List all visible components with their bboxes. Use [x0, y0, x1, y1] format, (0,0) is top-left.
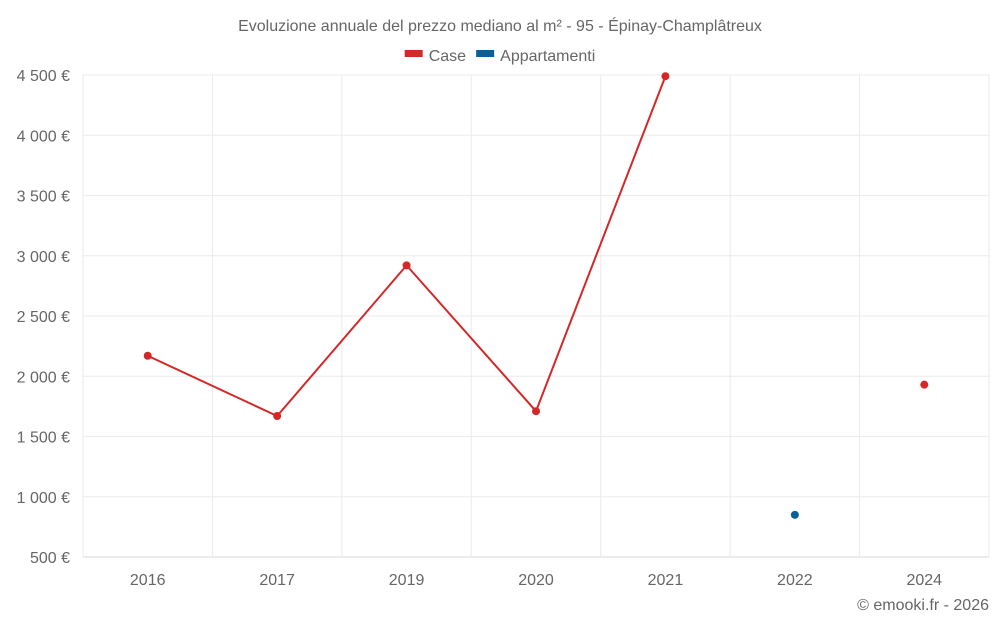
legend-label: Case	[429, 48, 466, 65]
y-axis: 500 € 1 000 € 1 500 € 2 000 € 2 500 € 3 000 €…	[17, 68, 70, 567]
grid	[82, 74, 990, 558]
legend-label: Appartamenti	[500, 48, 595, 65]
x-tick-label: 2021	[648, 572, 684, 589]
y-tick-label: 2 000 €	[17, 369, 70, 386]
chart-title: Evoluzione annuale del prezzo mediano al…	[238, 16, 762, 35]
data-point-appartamenti[interactable]	[790, 510, 799, 519]
legend-item-case[interactable]: Case	[404, 48, 466, 65]
series-line-case	[147, 75, 667, 418]
y-tick-label: 4 000 €	[17, 128, 70, 145]
y-tick-label: 2 500 €	[17, 309, 70, 326]
data-point-case[interactable]	[661, 72, 670, 81]
y-tick-label: 4 500 €	[17, 68, 70, 85]
y-tick-label: 3 500 €	[17, 189, 70, 206]
x-axis: 2016 2017 2019 2020 2021 2022 2024	[130, 572, 942, 589]
y-tick-label: 1 000 €	[17, 490, 70, 507]
legend: Case Appartamenti	[404, 48, 595, 65]
legend-swatch	[476, 50, 495, 57]
data-point-case[interactable]	[143, 351, 152, 360]
data-point-case[interactable]	[402, 261, 411, 270]
y-tick-label: 500 €	[30, 550, 70, 567]
x-tick-label: 2024	[906, 572, 942, 589]
plot-area	[143, 72, 929, 519]
legend-swatch	[404, 50, 423, 57]
y-tick-label: 1 500 €	[17, 430, 70, 447]
x-tick-label: 2019	[389, 572, 425, 589]
x-tick-label: 2022	[777, 572, 813, 589]
y-tick-label: 3 000 €	[17, 249, 70, 266]
x-tick-label: 2017	[259, 572, 295, 589]
legend-item-appartamenti[interactable]: Appartamenti	[476, 48, 595, 65]
credit-text: © emooki.fr - 2026	[857, 597, 989, 614]
data-point-case[interactable]	[273, 412, 282, 421]
x-tick-label: 2016	[130, 572, 166, 589]
data-point-case[interactable]	[532, 407, 540, 416]
data-point-case[interactable]	[920, 380, 929, 389]
x-tick-label: 2020	[518, 572, 554, 589]
